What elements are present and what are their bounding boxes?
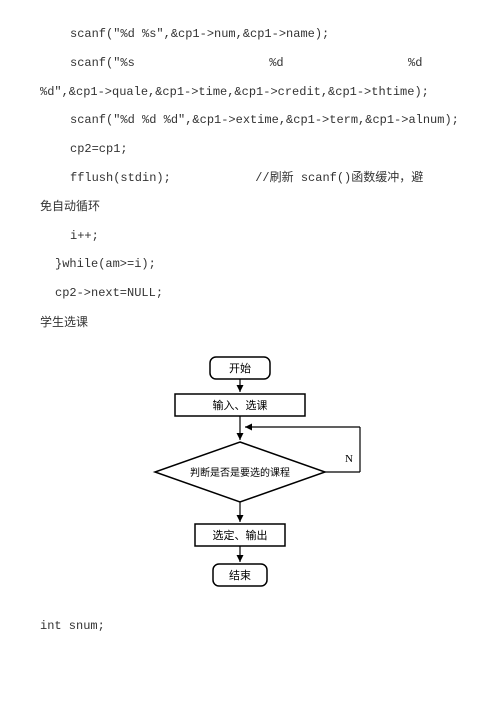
flow-end-text: 结束 (229, 569, 251, 582)
flow-start-text: 开始 (229, 361, 251, 375)
code-fragment: fflush(stdin); (70, 171, 171, 185)
code-line: scanf("%d %d %d",&cp1->extime,&cp1->term… (30, 106, 470, 135)
code-line: }while(am>=i); (30, 250, 470, 279)
flow-output-text: 选定、输出 (213, 528, 268, 542)
flow-input-text: 输入、选课 (213, 398, 268, 412)
flowchart: 开始 输入、选课 判断是否是要选的课程 N 选定、输出 结束 (100, 352, 400, 592)
code-line: i++; (30, 222, 470, 251)
code-comment: //刷新 scanf()函数缓冲，避 (255, 171, 423, 185)
code-fragment: scanf("%s (70, 56, 135, 70)
code-line: int snum; (30, 612, 470, 641)
code-fragment: %d (408, 56, 422, 70)
code-line: cp2=cp1; (30, 135, 470, 164)
flow-n-label: N (345, 453, 353, 465)
code-fragment: %d (269, 56, 283, 70)
code-line: scanf("%s %d %d (30, 49, 470, 78)
code-line: %d",&cp1->quale,&cp1->time,&cp1->credit,… (30, 78, 470, 107)
code-line: fflush(stdin); //刷新 scanf()函数缓冲，避 (30, 164, 470, 193)
section-title: 学生选课 (30, 308, 470, 337)
flow-decision-text: 判断是否是要选的课程 (190, 466, 290, 479)
code-line: scanf("%d %s",&cp1->num,&cp1->name); (30, 20, 470, 49)
code-line: 免自动循环 (30, 193, 470, 222)
code-line: cp2->next=NULL; (30, 279, 470, 308)
